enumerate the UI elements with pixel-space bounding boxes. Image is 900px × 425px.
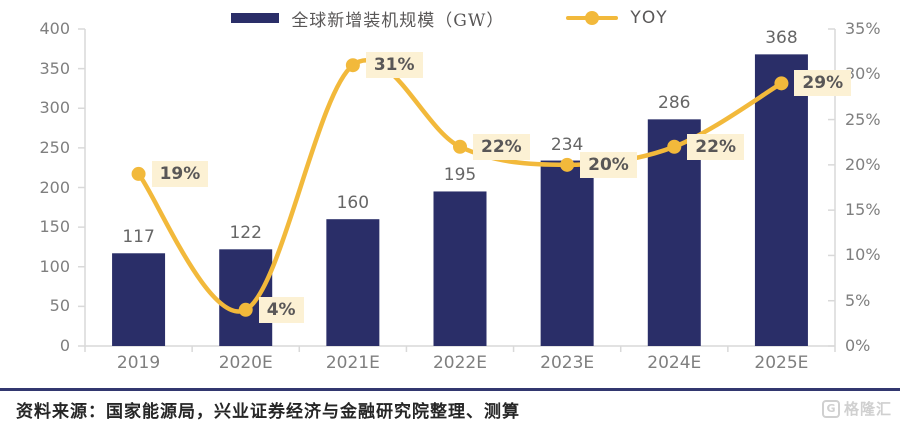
legend: 全球新增装机规模（GW） YOY	[0, 5, 900, 31]
bar-2025E	[754, 54, 808, 347]
yoy-point-2019	[131, 166, 146, 181]
yoy-point-2021E	[345, 58, 360, 73]
yoy-point-2024E	[667, 139, 682, 154]
bar-2019	[112, 253, 166, 346]
legend-item-line-series[interactable]: YOY	[566, 8, 668, 28]
legend-item-bar-series[interactable]: 全球新增装机规模（GW）	[231, 6, 504, 31]
logo-text: 格隆汇	[843, 400, 892, 418]
bar-2020E	[219, 249, 273, 346]
plot-area	[78, 28, 836, 352]
bar-2023E	[540, 160, 594, 346]
source-text: 资料来源：国家能源局，兴业证券经济与金融研究院整理、测算	[16, 402, 520, 422]
yoy-point-2025E	[774, 76, 789, 91]
yoy-point-2022E	[453, 139, 467, 154]
footer: 资料来源：国家能源局，兴业证券经济与金融研究院整理、测算 G 格隆汇	[0, 388, 900, 425]
yoy-point-2020E	[238, 302, 253, 317]
logo-g-icon: G	[821, 399, 840, 418]
line-series-swatch-icon	[566, 11, 619, 25]
bar-series-swatch-icon	[231, 13, 280, 23]
line-series-label: YOY	[630, 8, 669, 28]
bar-2022E	[433, 191, 487, 346]
gelonghui-logo: G 格隆汇	[821, 398, 892, 419]
footer-divider	[0, 388, 900, 391]
yoy-point-2023E	[560, 157, 575, 172]
bar-2021E	[326, 219, 380, 346]
bar-series-label: 全球新增装机规模（GW）	[291, 10, 505, 31]
